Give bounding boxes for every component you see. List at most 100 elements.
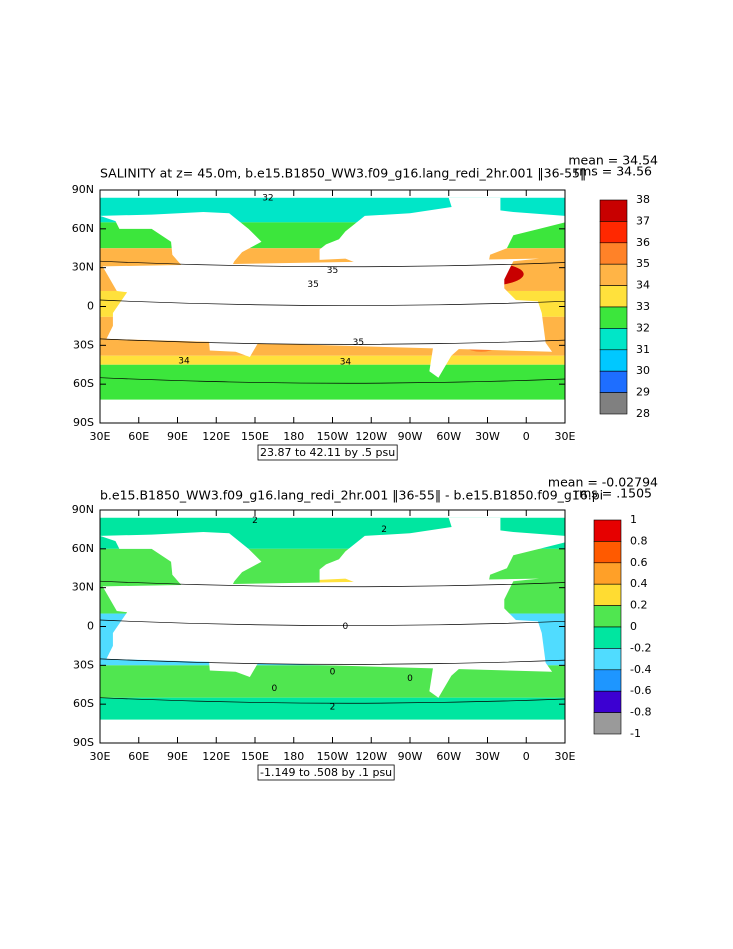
contour-line	[100, 338, 565, 345]
colorbar-label: 28	[636, 407, 650, 420]
ocean-band	[100, 665, 565, 698]
contour-line	[100, 619, 565, 626]
contour-label: 35	[327, 266, 338, 276]
colorbar-label: 0.6	[630, 556, 648, 569]
lon-label: 90W	[398, 430, 423, 443]
colorbar-box	[599, 285, 628, 308]
lon-label: 120E	[202, 430, 230, 443]
contour-line	[100, 697, 565, 704]
contour-label: 0	[272, 684, 278, 694]
lat-label: 90N	[72, 183, 94, 196]
colorbar-box	[599, 328, 628, 351]
land	[0, 198, 35, 229]
lon-label: 150E	[241, 750, 269, 763]
contour-line	[100, 299, 565, 306]
contour-line	[100, 580, 565, 588]
lon-label: 120W	[355, 750, 387, 763]
range-note: 23.87 to 42.11 by .5 psu	[260, 446, 395, 459]
lat-label: 60N	[72, 542, 94, 555]
colorbar-label: 0.2	[630, 599, 648, 612]
colorbar-box	[593, 648, 622, 671]
lat-label: 30S	[73, 658, 94, 671]
contour-label: 35	[353, 338, 364, 348]
colorbar-box	[599, 221, 628, 244]
land	[208, 640, 259, 677]
colorbar-box	[593, 519, 622, 542]
lon-label: 60W	[436, 750, 461, 763]
land	[100, 212, 262, 297]
map: 2 2 0 0 0 0 2	[0, 510, 733, 743]
range-note-box	[257, 444, 398, 461]
range-note: -1.149 to .508 by .1 psu	[260, 766, 392, 779]
panel-title: b.e15.B1850_WW3.f09_g16.lang_redi_2hr.00…	[100, 488, 603, 503]
ocean-feature	[694, 623, 733, 644]
land	[0, 206, 100, 303]
lat-label: 30N	[72, 581, 94, 594]
ocean-feature	[710, 629, 731, 637]
panel: b.e15.B1850_WW3.f09_g16.lang_redi_2hr.00…	[0, 475, 733, 781]
lon-label: 180	[283, 430, 304, 443]
land	[448, 517, 501, 549]
lon-label: 30W	[475, 430, 500, 443]
colorbar-label: 1	[630, 513, 637, 526]
colorbar-label: 33	[636, 300, 650, 313]
land	[319, 205, 565, 303]
contour-label: 0	[330, 667, 336, 677]
colorbar-label: 38	[636, 193, 650, 206]
colorbar-label: 31	[636, 343, 650, 356]
lon-label: 0	[523, 750, 530, 763]
ocean-feature	[0, 261, 59, 287]
lon-label: 120E	[202, 750, 230, 763]
colorbar-label: -0.8	[630, 706, 651, 719]
land	[319, 525, 565, 623]
lon-label: 150W	[317, 750, 349, 763]
lat-label: 30N	[72, 261, 94, 274]
panel: SALINITY at z= 45.0m, b.e15.B1850_WW3.f0…	[0, 153, 658, 461]
land	[0, 294, 16, 378]
land	[0, 614, 16, 698]
lat-label: 60S	[73, 697, 94, 710]
lon-label: 180	[283, 750, 304, 763]
lat-label: 90S	[73, 416, 94, 429]
contour-label: 34	[178, 356, 190, 366]
colorbar-box	[599, 392, 628, 415]
colorbar-box	[593, 669, 622, 692]
contour-line	[100, 377, 565, 384]
land	[421, 613, 482, 698]
contour-line	[100, 658, 565, 665]
lon-label: 30E	[90, 430, 111, 443]
lon-label: 60E	[128, 750, 149, 763]
colorbar-label: -0.6	[630, 684, 651, 697]
lon-label: 90W	[398, 750, 423, 763]
contour-label: 34	[340, 358, 352, 368]
contour-line	[100, 260, 565, 268]
colorbar-label: 29	[636, 386, 650, 399]
lon-label: 30W	[475, 750, 500, 763]
colorbar-label: 35	[636, 257, 650, 270]
colorbar-box	[593, 690, 622, 713]
lon-label: 30E	[90, 750, 111, 763]
colorbar-box	[599, 263, 628, 286]
colorbar-box	[599, 349, 628, 372]
contour-label: 2	[330, 702, 336, 712]
lat-label: 60N	[72, 222, 94, 235]
ocean-feature	[0, 313, 42, 352]
contour-label: 2	[252, 516, 258, 526]
land	[448, 197, 501, 229]
ocean-band	[100, 697, 565, 720]
colorbar-label: 34	[636, 279, 650, 292]
colorbar-box	[593, 541, 622, 564]
panel-title: SALINITY at z= 45.0m, b.e15.B1850_WW3.f0…	[100, 166, 586, 181]
lon-label: 90E	[167, 750, 188, 763]
mean-label: mean = -0.02794	[548, 475, 658, 490]
lon-label: 120W	[355, 430, 387, 443]
lat-label: 0	[87, 300, 94, 313]
contour-label: 0	[343, 622, 349, 632]
colorbar-label: -1	[630, 727, 641, 740]
lon-label: 0	[523, 430, 530, 443]
lat-label: 60S	[73, 377, 94, 390]
lon-label: 150E	[241, 430, 269, 443]
colorbar-box	[593, 562, 622, 585]
